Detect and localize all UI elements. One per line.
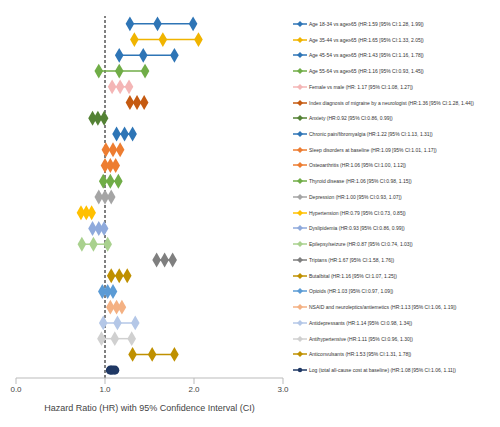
html-text:Thyroid disease (HR:1.06 [95%: Thyroid disease (HR:1.06 [95% CI:0.98, 1… [309, 178, 412, 185]
html-text:Log (total all-cause cost at b: Log (total all-cause cost at baseline) (… [309, 367, 456, 373]
svg-text:3.0: 3.0 [277, 385, 289, 394]
html-text:Triptans (HR:1.67 [95% CI:1.58: Triptans (HR:1.67 [95% CI:1.58, 1.76]) [309, 256, 395, 263]
html-text:Epilepsy/seizure (HR:0.87 [95%: Epilepsy/seizure (HR:0.87 [95% CI:0.74, … [309, 241, 413, 248]
html-text:Depression (HR:1.00 [95% CI:0.: Depression (HR:1.00 [95% CI:0.93, 1.07]) [309, 193, 402, 200]
html-text:Age 35-44 vs age≥65 (HR:1.65 [: Age 35-44 vs age≥65 (HR:1.65 [95% CI:1.3… [309, 36, 424, 43]
svg-text:1.0: 1.0 [99, 385, 111, 394]
html-text:Chronic pain/fibromyalgia (HR:: Chronic pain/fibromyalgia (HR:1.22 [95% … [309, 131, 433, 137]
html-text:Index diagnosis of migraine by: Index diagnosis of migraine by a neurolo… [309, 99, 474, 106]
html-text:Antidepressants (HR:1.14 [95%: Antidepressants (HR:1.14 [95% CI:0.98, 1… [309, 319, 413, 326]
html-text:Anticonvulsants (HR:1.53 [95%: Anticonvulsants (HR:1.53 [95% CI:1.31, 1… [309, 351, 412, 358]
svg-text:2.0: 2.0 [188, 385, 200, 394]
svg-text:0.0: 0.0 [10, 385, 22, 394]
html-text:Dyslipidemia (HR:0.93 [95% CI:: Dyslipidemia (HR:0.93 [95% CI:0.86, 0.99… [309, 225, 405, 232]
html-text:Age 55-64 vs age≥65 (HR:1.16 [: Age 55-64 vs age≥65 (HR:1.16 [95% CI:0.9… [309, 68, 424, 75]
html-text:Age 18-34 vs age≥65 (HR:1.59 [: Age 18-34 vs age≥65 (HR:1.59 [95% CI:1.2… [309, 20, 424, 27]
html-text:Age 45-54 vs age≥65 (HR:1.43 [: Age 45-54 vs age≥65 (HR:1.43 [95% CI:1.1… [309, 52, 424, 59]
html-text:Butalbital (HR:1.16 [95% CI:1.: Butalbital (HR:1.16 [95% CI:1.07, 1.25]) [309, 272, 397, 279]
html-text:NSAID and neuroleptics/antieme: NSAID and neuroleptics/antiemetics (HR:1… [309, 304, 457, 311]
html-text:Female vs male (HR: 1.17 [95%: Female vs male (HR: 1.17 [95% CI:1.08, 1… [309, 83, 413, 90]
svg-text:Hazard Ratio (HR) with 95% Con: Hazard Ratio (HR) with 95% Confidence In… [44, 403, 255, 413]
html-text:Sleep disorders at baseline (H: Sleep disorders at baseline (HR:1.09 [95… [309, 146, 437, 153]
html-text:Opioids (HR:1.03 [95% CI:0.97,: Opioids (HR:1.03 [95% CI:0.97, 1.09]) [309, 288, 394, 295]
html-text:Osteoarthritis (HR:1.06 [95% C: Osteoarthritis (HR:1.06 [95% CI:1.00, 1.… [309, 162, 406, 169]
html-text:Antihypertensive (HR:1.11 [95%: Antihypertensive (HR:1.11 [95% CI:0.96, … [309, 335, 413, 342]
html-text:Anxiety (HR:0.92 [95% CI:0.86,: Anxiety (HR:0.92 [95% CI:0.86, 0.99]) [309, 115, 393, 122]
html-text:Hypertension (HR:0.79 [95% CI:: Hypertension (HR:0.79 [95% CI:0.73, 0.85… [309, 209, 406, 216]
